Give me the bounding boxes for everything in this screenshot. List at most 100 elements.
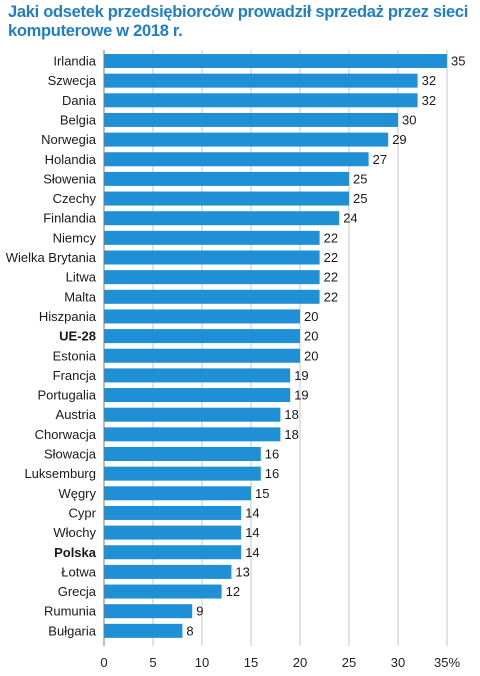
bar	[104, 329, 300, 344]
value-label: 22	[324, 289, 338, 304]
category-label: Holandia	[45, 152, 97, 167]
category-label: Słowenia	[43, 171, 97, 186]
bar	[104, 211, 340, 226]
x-axis-tick-labels: 0 5 10 15 20 25 30 35%	[100, 655, 460, 670]
category-label: Węgry	[58, 486, 96, 501]
value-label: 27	[373, 152, 387, 167]
category-labels: Irlandia Szwecja Dania Belgia Norwegia Holand…	[6, 54, 97, 639]
value-label: 29	[392, 132, 406, 147]
bar	[104, 270, 320, 285]
value-label: 16	[265, 466, 279, 481]
value-label: 20	[304, 329, 318, 344]
bar	[104, 250, 320, 265]
category-label: Francja	[53, 368, 97, 383]
category-label: Belgia	[60, 112, 97, 127]
category-label: Dania	[62, 93, 97, 108]
category-label: Litwa	[66, 270, 97, 285]
category-label: Niemcy	[53, 230, 97, 245]
value-label: 22	[324, 270, 338, 285]
bar	[104, 54, 447, 68]
value-label: 25	[353, 171, 367, 186]
chart-title: Jaki odsetek przedsiębiorców prowadził s…	[8, 3, 469, 40]
bar	[104, 505, 242, 520]
bar	[104, 447, 261, 461]
bar	[104, 112, 398, 127]
bar	[104, 545, 242, 560]
value-label: 18	[284, 407, 298, 422]
category-label: Bułgaria	[48, 623, 96, 638]
bar	[104, 486, 251, 501]
value-label: 18	[284, 427, 298, 442]
category-label: Estonia	[53, 348, 97, 363]
bar	[104, 309, 300, 324]
category-label: Łotwa	[61, 564, 96, 579]
bar	[104, 604, 193, 619]
bar	[104, 427, 281, 442]
bar	[104, 289, 320, 304]
category-label: Szwecja	[48, 73, 97, 88]
category-label: Finlandia	[43, 211, 97, 226]
category-label: Chorwacja	[35, 427, 97, 442]
value-label: 14	[245, 545, 259, 560]
value-label: 13	[235, 564, 249, 579]
x-tick-label: 5	[149, 655, 156, 670]
bar	[104, 407, 281, 422]
category-label: Malta	[64, 289, 97, 304]
value-label: 25	[353, 191, 367, 206]
value-label: 24	[343, 211, 357, 226]
bar	[104, 564, 232, 579]
value-label: 15	[255, 486, 269, 501]
category-label: Irlandia	[53, 54, 96, 69]
bar	[104, 191, 349, 206]
x-tick-label: 0	[100, 655, 107, 670]
bar	[104, 171, 349, 186]
x-tick-label: 25	[342, 655, 356, 670]
bar	[104, 230, 320, 245]
category-label: Hiszpania	[39, 309, 97, 324]
value-label: 35	[451, 54, 465, 69]
category-label: Austria	[56, 407, 97, 422]
x-tick-label: 20	[293, 655, 307, 670]
category-label: Czechy	[53, 191, 97, 206]
bar	[104, 73, 418, 88]
x-tick-label: 30	[391, 655, 405, 670]
value-label: 22	[324, 250, 338, 265]
value-label: 22	[324, 230, 338, 245]
bar	[104, 466, 261, 481]
value-label: 14	[245, 505, 259, 520]
value-label: 19	[294, 388, 308, 403]
category-label: Polska	[54, 545, 97, 560]
category-label: Cypr	[69, 505, 97, 520]
bar	[104, 348, 300, 363]
x-tick-label: 35%	[434, 655, 460, 670]
category-label: Włochy	[53, 525, 96, 540]
value-label: 9	[196, 604, 203, 619]
category-label: Norwegia	[41, 132, 97, 147]
value-label: 32	[422, 73, 436, 88]
bar	[104, 388, 291, 403]
x-tick-label: 10	[195, 655, 209, 670]
category-label: UE-28	[59, 329, 96, 344]
category-label: Wielka Brytania	[6, 250, 97, 265]
value-label: 19	[294, 368, 308, 383]
value-label: 30	[402, 112, 416, 127]
bar	[104, 152, 369, 167]
bar	[104, 132, 389, 147]
value-label: 32	[422, 93, 436, 108]
category-label: Słowacja	[44, 447, 97, 462]
bar	[104, 584, 222, 599]
value-label: 20	[304, 309, 318, 324]
bar	[104, 93, 418, 108]
value-label: 8	[186, 623, 193, 638]
value-label: 16	[265, 447, 279, 462]
bar	[104, 525, 242, 540]
value-label: 12	[226, 584, 240, 599]
bars	[104, 54, 447, 638]
bar	[104, 623, 183, 638]
category-label: Portugalia	[37, 388, 96, 403]
category-label: Rumunia	[44, 604, 97, 619]
bar	[104, 368, 291, 383]
x-tick-label: 15	[244, 655, 258, 670]
value-label: 14	[245, 525, 259, 540]
